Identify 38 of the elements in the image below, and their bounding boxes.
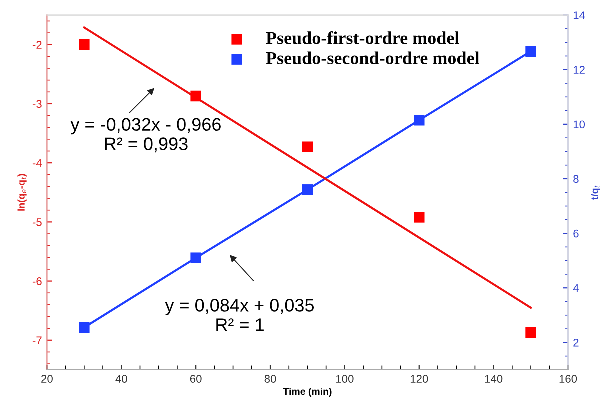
y2-axis-title: t/q$_{t}$ (591, 185, 600, 200)
y2-tick-label: 12 (574, 66, 585, 74)
x-tick-label: 40 (116, 375, 128, 383)
y2-tick-label: 8 (574, 175, 579, 184)
point (190, 252, 202, 264)
x-axis-title: Time (min) (283, 388, 332, 398)
y-tick-label: -5 (32, 218, 42, 226)
y2-tick-label: 6 (574, 230, 579, 238)
x-tick-label: 60 (190, 375, 202, 383)
x-tick-label: 140 (485, 375, 503, 383)
x-tick-label: 120 (410, 375, 428, 383)
annotation: y = 0,084x + 0,035 R² = 1 (165, 299, 314, 332)
legend-label: Pseudo-second-ordre model (266, 52, 480, 65)
y2-tick-label: 4 (573, 284, 579, 292)
point (79, 39, 90, 50)
y-tick-label: -4 (32, 159, 42, 168)
point (414, 114, 425, 126)
point (526, 46, 536, 57)
annotation: y = -0,032x - 0,966 R² = 0,993 (70, 118, 221, 153)
point (526, 327, 536, 338)
x-tick-label: 80 (264, 375, 276, 383)
y-tick-label: -3 (32, 100, 42, 108)
y2-tick-label: 2 (574, 338, 579, 347)
point (190, 90, 202, 102)
point (79, 322, 90, 334)
x-tick-label: 160 (560, 375, 578, 383)
point (302, 142, 314, 152)
y-tick-label: -7 (32, 336, 42, 344)
point (302, 184, 314, 196)
y-axis-title: ln(q$_{e}$-q$_{t}$) (18, 174, 27, 211)
y2-tick-label: 10 (574, 120, 586, 129)
x-tick-label: 100 (336, 375, 354, 383)
x-tick-label: 20 (42, 375, 53, 383)
y-tick-label: -2 (32, 41, 42, 49)
point (414, 212, 425, 223)
y-tick-label: -6 (32, 278, 42, 286)
y2-tick-label: 14 (574, 12, 586, 20)
legend-label: Pseudo-first-ordre model (266, 31, 460, 44)
